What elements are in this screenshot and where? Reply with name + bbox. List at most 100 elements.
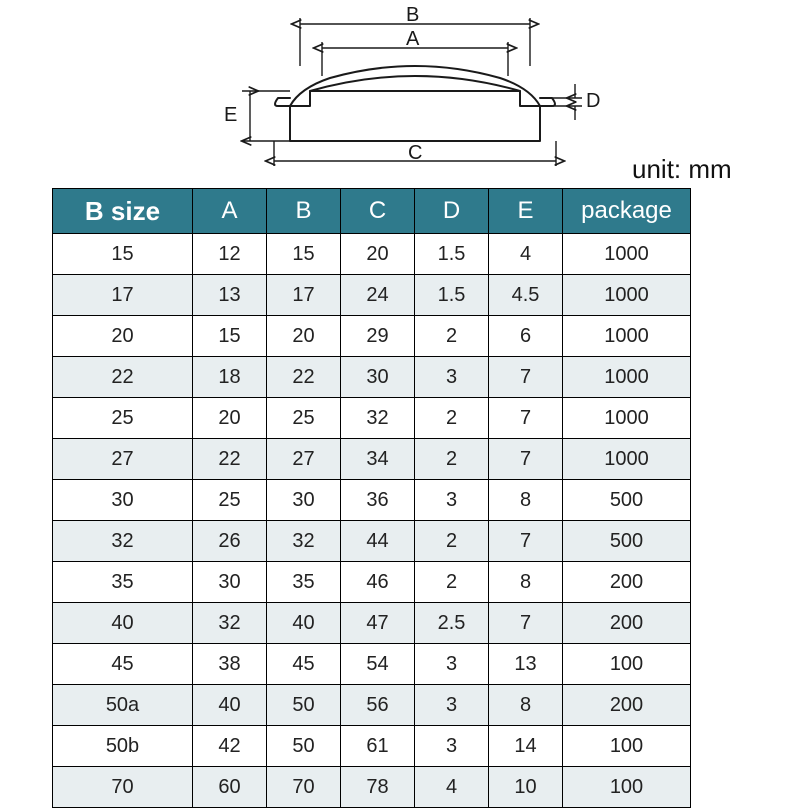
table-cell: 56: [341, 685, 415, 726]
table-cell: 20: [53, 316, 193, 357]
table-cell: 3: [415, 685, 489, 726]
table-cell: 25: [193, 480, 267, 521]
table-row: 50b425061314100: [53, 726, 691, 767]
table-header-row: B size A B C D E package: [53, 189, 691, 234]
table-cell: 3: [415, 357, 489, 398]
table-cell: 15: [193, 316, 267, 357]
table-cell: 7: [489, 439, 563, 480]
table-cell: 17: [267, 275, 341, 316]
table-cell: 13: [193, 275, 267, 316]
table-cell: 8: [489, 480, 563, 521]
table-cell: 20: [267, 316, 341, 357]
table-cell: 24: [341, 275, 415, 316]
table-cell: 200: [563, 603, 691, 644]
table-cell: 40: [193, 685, 267, 726]
table-cell: 25: [53, 398, 193, 439]
table-cell: 32: [53, 521, 193, 562]
table-cell: 46: [341, 562, 415, 603]
table-cell: 1000: [563, 275, 691, 316]
table-row: 22182230371000: [53, 357, 691, 398]
col-header-a: A: [193, 189, 267, 234]
table-cell: 30: [341, 357, 415, 398]
table-cell: 1000: [563, 316, 691, 357]
table-cell: 14: [489, 726, 563, 767]
table-cell: 8: [489, 562, 563, 603]
table-cell: 30: [53, 480, 193, 521]
table-cell: 4: [489, 234, 563, 275]
table-cell: 2: [415, 316, 489, 357]
col-header-package: package: [563, 189, 691, 234]
table-cell: 47: [341, 603, 415, 644]
table-row: 403240472.57200: [53, 603, 691, 644]
dim-label-a: A: [406, 28, 419, 51]
table-cell: 7: [489, 521, 563, 562]
table-cell: 35: [267, 562, 341, 603]
table-cell: 32: [193, 603, 267, 644]
table-row: 3025303638500: [53, 480, 691, 521]
table-row: 151215201.541000: [53, 234, 691, 275]
table-row: 20152029261000: [53, 316, 691, 357]
table-cell: 30: [193, 562, 267, 603]
table-cell: 35: [53, 562, 193, 603]
table-cell: 45: [53, 644, 193, 685]
table-row: 50a40505638200: [53, 685, 691, 726]
table-cell: 1.5: [415, 275, 489, 316]
table-cell: 2.5: [415, 603, 489, 644]
table-cell: 40: [267, 603, 341, 644]
table-cell: 13: [489, 644, 563, 685]
table-cell: 26: [193, 521, 267, 562]
table-cell: 38: [193, 644, 267, 685]
table-cell: 61: [341, 726, 415, 767]
table-cell: 1000: [563, 234, 691, 275]
table-cell: 22: [267, 357, 341, 398]
table-cell: 8: [489, 685, 563, 726]
table-cell: 25: [267, 398, 341, 439]
table-cell: 1000: [563, 398, 691, 439]
table-row: 45384554313100: [53, 644, 691, 685]
table-cell: 1.5: [415, 234, 489, 275]
table-cell: 20: [341, 234, 415, 275]
dim-label-c: C: [408, 142, 422, 165]
table-cell: 4: [415, 767, 489, 808]
table-cell: 50: [267, 726, 341, 767]
table-cell: 40: [53, 603, 193, 644]
table-cell: 200: [563, 562, 691, 603]
table-cell: 32: [341, 398, 415, 439]
table-cell: 3: [415, 726, 489, 767]
col-header-e: E: [489, 189, 563, 234]
table-cell: 27: [267, 439, 341, 480]
col-header-b: B: [267, 189, 341, 234]
table-cell: 60: [193, 767, 267, 808]
table-cell: 18: [193, 357, 267, 398]
table-cell: 10: [489, 767, 563, 808]
table-cell: 4.5: [489, 275, 563, 316]
table-cell: 100: [563, 644, 691, 685]
table-cell: 70: [53, 767, 193, 808]
table-cell: 1000: [563, 439, 691, 480]
table-cell: 12: [193, 234, 267, 275]
table-cell: 7: [489, 603, 563, 644]
table-cell: 200: [563, 685, 691, 726]
col-header-bsize: B size: [53, 189, 193, 234]
table-cell: 3: [415, 644, 489, 685]
table-cell: 27: [53, 439, 193, 480]
table-cell: 29: [341, 316, 415, 357]
col-header-c: C: [341, 189, 415, 234]
table-cell: 30: [267, 480, 341, 521]
table-cell: 50a: [53, 685, 193, 726]
table-cell: 70: [267, 767, 341, 808]
table-row: 3226324427500: [53, 521, 691, 562]
table-row: 27222734271000: [53, 439, 691, 480]
table-cell: 3: [415, 480, 489, 521]
table-cell: 15: [53, 234, 193, 275]
table-cell: 50b: [53, 726, 193, 767]
dimensions-table: B size A B C D E package 151215201.54100…: [52, 188, 691, 808]
table-cell: 7: [489, 398, 563, 439]
table-cell: 2: [415, 521, 489, 562]
table-cell: 6: [489, 316, 563, 357]
table-cell: 15: [267, 234, 341, 275]
table-cell: 22: [53, 357, 193, 398]
table-cell: 78: [341, 767, 415, 808]
dim-label-e: E: [224, 104, 237, 127]
table-cell: 44: [341, 521, 415, 562]
